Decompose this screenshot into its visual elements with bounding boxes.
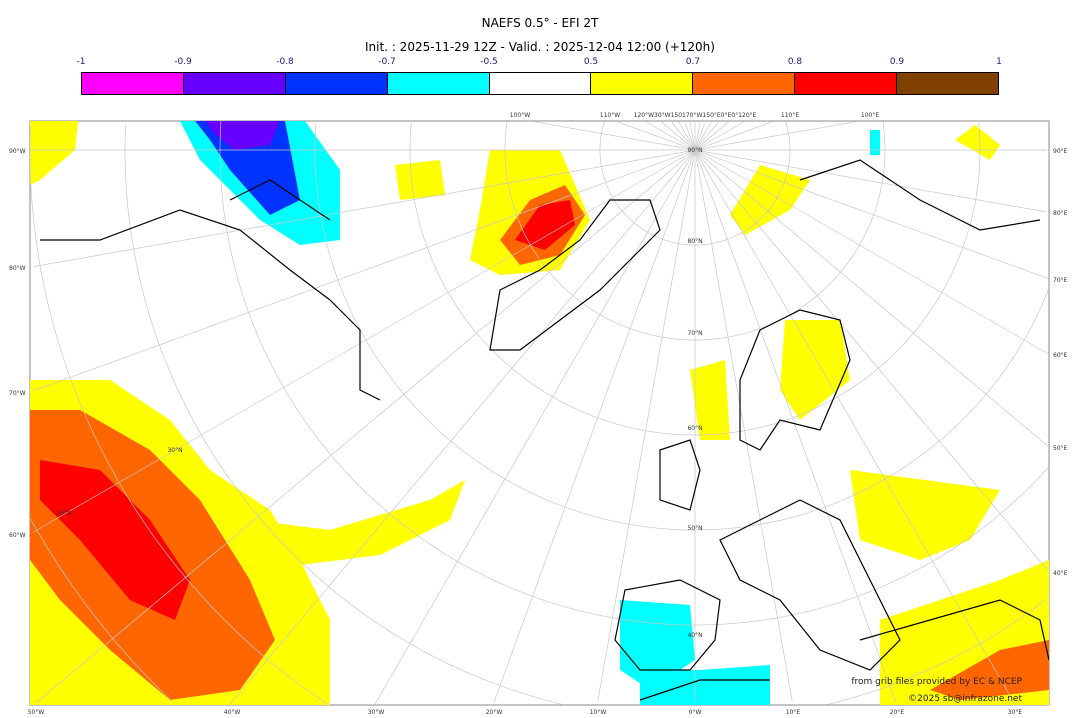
- right-axis-label: 40°E: [1053, 570, 1068, 577]
- colorbar-tick-label: -0.7: [378, 57, 396, 67]
- top-axis-label: 110°W: [600, 112, 620, 119]
- meridian-line: [685, 123, 696, 151]
- meridian-line: [33, 149, 696, 268]
- meridian-line: [694, 121, 729, 151]
- colorbar-swatch: [387, 73, 490, 94]
- latitude-label: 50°N: [687, 525, 702, 532]
- meridian-line: [694, 122, 712, 151]
- top-axis-label: 100°W: [510, 112, 530, 119]
- latitude-label: 40°N: [687, 632, 702, 639]
- bottom-axis-label: 10°E: [786, 709, 801, 716]
- right-axis-label: 60°E: [1053, 352, 1068, 359]
- bottom-axis-label: 20°W: [486, 709, 503, 716]
- meridian-line: [229, 149, 696, 705]
- meridian-line: [374, 149, 696, 705]
- right-axis-label: 80°E: [1053, 210, 1068, 217]
- latitude-label: 70°N: [687, 330, 702, 337]
- graticule: [30, 121, 1049, 705]
- meridian-line: [33, 149, 696, 392]
- colorbar-swatch: [693, 73, 796, 94]
- colorbar-tick-label: -0.9: [174, 57, 192, 67]
- meridian-line: [671, 122, 696, 151]
- meridian-line: [694, 121, 744, 151]
- coastlines: [40, 159, 1049, 701]
- parallel-line: [219, 121, 1049, 626]
- map-subtitle: Init. : 2025-11-29 12Z - Valid. : 2025-1…: [365, 40, 715, 54]
- colorbar-tick-label: -0.5: [480, 57, 498, 67]
- bottom-axis-label: 30°W: [368, 709, 385, 716]
- colorbar-tick-label: 0.8: [787, 57, 803, 67]
- left-axis-label: 90°W: [9, 148, 26, 155]
- colorbar-swatch: [795, 73, 898, 94]
- top-axis-label: 120°W30°W150170°W150°E0°E0°120°E: [634, 112, 757, 119]
- meridian-line: [646, 121, 696, 151]
- top-axis-label: 110°E: [781, 112, 799, 119]
- meridian-line: [694, 149, 897, 703]
- latitude-label: 90°N: [687, 147, 702, 154]
- bottom-axis-label: 10°W: [590, 709, 607, 716]
- map-title: NAEFS 0.5° - EFI 2T: [481, 16, 599, 30]
- meridian-line: [694, 149, 1016, 705]
- bottom-axis-label: 20°E: [890, 709, 905, 716]
- colorbar-swatch: [82, 73, 184, 94]
- meridian-line: [678, 122, 696, 151]
- colorbar-tick-label: -1: [76, 57, 86, 67]
- copyright-credit: ©2025 sb@infrazone.net: [908, 694, 1022, 704]
- parallel-line: [124, 125, 1047, 705]
- data-source-credit: from grib files provided by EC & NCEP: [851, 677, 1022, 687]
- bottom-axis-label: 30°E: [1008, 709, 1023, 716]
- left-axis-label: 60°W: [9, 532, 26, 539]
- colorbar-tick-label: 1: [996, 57, 1002, 67]
- colorbar-tick-label: 0.9: [889, 57, 905, 67]
- meridian-line: [533, 121, 696, 151]
- meridian-line: [694, 149, 1048, 571]
- meridian-line: [694, 122, 719, 151]
- meridian-line: [661, 121, 696, 151]
- parallel-line: [409, 122, 981, 436]
- right-axis-label: 70°E: [1053, 277, 1068, 284]
- colorbar-tick-label: -0.8: [276, 57, 294, 67]
- colorbar-swatch: [285, 73, 388, 94]
- meridian-line: [689, 122, 696, 151]
- right-axis-label: 90°E: [1053, 148, 1068, 155]
- colorbar-swatch: [489, 73, 592, 94]
- latitude-label: 60°N: [687, 425, 702, 432]
- top-axis-label: 100°E: [861, 112, 879, 119]
- meridian-line: [35, 149, 696, 704]
- meridian-line: [597, 149, 696, 702]
- left-axis-label: 80°W: [9, 265, 26, 272]
- colorbar: [81, 72, 999, 95]
- meridian-line: [694, 149, 1048, 446]
- parallel-line: [314, 123, 1049, 531]
- latitude-label: 20°N: [56, 510, 71, 517]
- colorbar-swatch: [897, 73, 999, 94]
- parallel-line: [599, 121, 791, 246]
- parallel-line: [30, 518, 173, 702]
- meridian-line: [694, 121, 857, 151]
- colorbar-swatch: [183, 73, 286, 94]
- colorbar-tick-label: 0.7: [685, 57, 701, 67]
- meridian-line: [615, 121, 696, 151]
- meridian-line: [694, 121, 775, 151]
- latitude-label: 30°N: [167, 447, 182, 454]
- meridian-line: [694, 122, 701, 151]
- meridian-line: [493, 149, 696, 703]
- meridian-line: [694, 149, 793, 702]
- bottom-axis-label: 0°W: [689, 709, 702, 716]
- meridian-line: [694, 149, 1049, 279]
- left-axis-label: 70°W: [9, 390, 26, 397]
- colorbar-tick-label: 0.5: [583, 57, 599, 67]
- parallel-line: [30, 126, 329, 705]
- meridian-line: [694, 149, 1049, 355]
- right-axis-label: 50°E: [1053, 445, 1068, 452]
- meridian-line: [33, 149, 696, 533]
- bottom-axis-label: 40°W: [224, 709, 241, 716]
- latitude-label: 80°N: [687, 238, 702, 245]
- bottom-axis-label: 50°W: [28, 709, 45, 716]
- meridian-line: [694, 149, 1046, 213]
- colorbar-swatch: [591, 73, 694, 94]
- meridian-line: [694, 123, 705, 151]
